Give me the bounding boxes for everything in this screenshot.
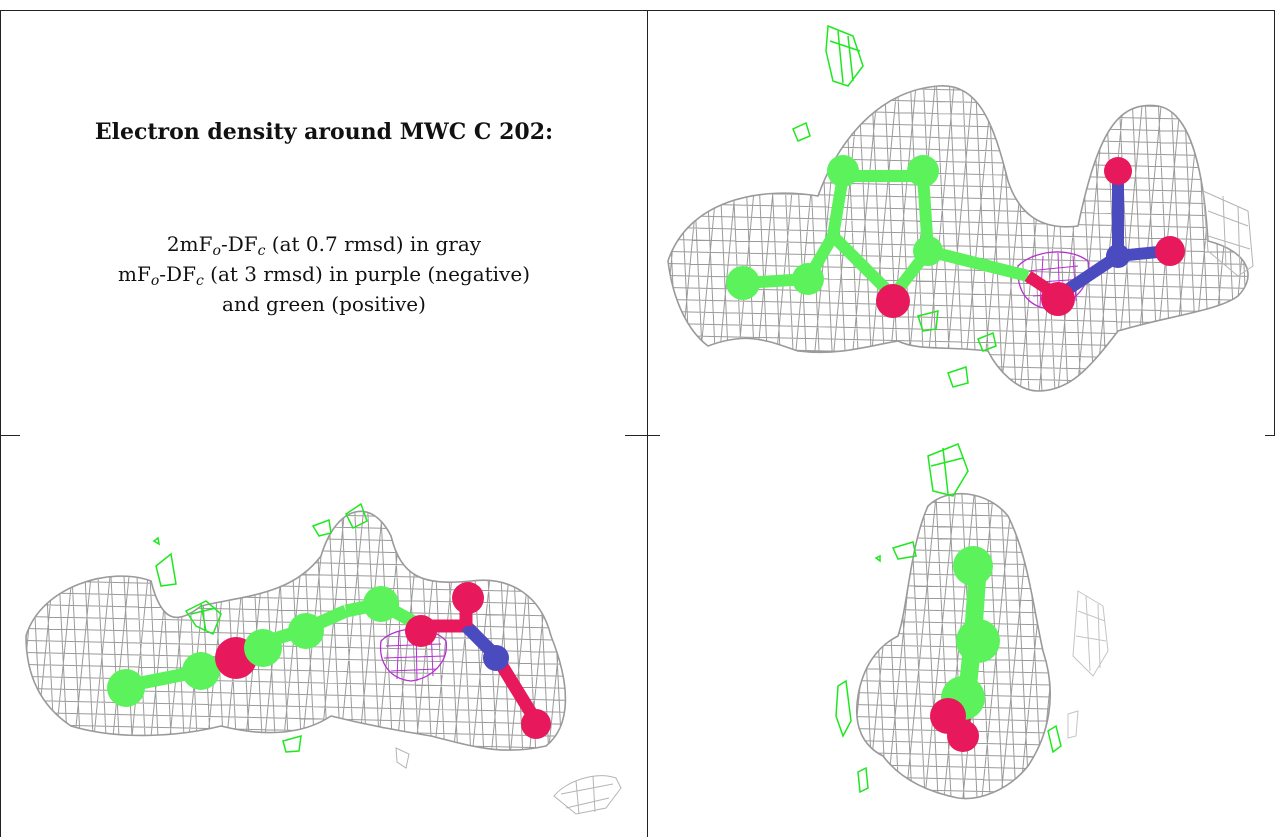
atom-oxygen	[521, 709, 551, 739]
atom-carbon	[956, 619, 1000, 663]
caption-legend: 2mFo-DFc (at 0.7 rmsd) in gray mFo-DFc (…	[1, 229, 647, 319]
table-row-rule-mid-a	[625, 435, 647, 436]
atom-carbon	[953, 546, 993, 586]
gray-mesh	[25, 510, 567, 751]
density-panel-bottom-right	[648, 436, 1274, 837]
density-panel-bottom-left	[1, 436, 647, 837]
legend-line1-sub-c: c	[257, 243, 266, 259]
atom-oxygen	[1155, 236, 1185, 266]
legend-line1-sub-o: o	[212, 243, 221, 259]
legend-line1-c: -DF	[220, 232, 258, 256]
table-border-middle	[647, 10, 648, 837]
legend-line-mfo: mFo-DFc (at 3 rmsd) in purple (negative)	[1, 259, 647, 289]
legend-line2-sub-c: c	[195, 273, 204, 289]
gray-fragment-right	[1202, 190, 1254, 277]
legend-line2-e: (at 3 rmsd) in purple (negative)	[203, 262, 530, 286]
atom-oxygen	[876, 284, 910, 318]
table-row-rule-right	[1265, 435, 1275, 436]
green-mesh-blobs	[152, 502, 368, 753]
density-panel-top-right	[648, 11, 1274, 435]
atom-carbon	[363, 586, 399, 622]
density-render-bottom-left	[25, 502, 622, 815]
gray-fragment-right	[1067, 590, 1109, 739]
gray-mesh	[667, 85, 1249, 392]
atom-oxygen	[947, 720, 979, 752]
molecule	[930, 546, 1000, 752]
atom-carbon	[907, 155, 939, 187]
legend-line-green: and green (positive)	[222, 292, 426, 316]
legend-line1-e: (at 0.7 rmsd) in gray	[265, 232, 482, 256]
caption-cell: Electron density around MWC C 202: 2mFo-…	[1, 11, 647, 435]
table-row-rule-left	[0, 435, 20, 436]
molecule	[107, 582, 551, 739]
atom-oxygen	[1041, 282, 1075, 316]
atom-carbon	[107, 669, 145, 707]
atom-carbon	[244, 629, 282, 667]
atom-oxygen	[1104, 157, 1132, 185]
green-mesh-blobs	[835, 443, 1062, 794]
atom-nitrogen	[483, 645, 509, 671]
atom-carbon	[288, 613, 324, 649]
atom-oxygen	[405, 615, 437, 647]
density-render-top-right	[667, 24, 1254, 392]
green-mesh-blobs	[792, 24, 997, 388]
table-border-left	[0, 10, 1, 837]
legend-line2-a: mF	[118, 262, 151, 286]
atom-carbon	[913, 236, 943, 266]
molecule	[726, 155, 1185, 318]
density-render-bottom-right	[835, 443, 1109, 800]
legend-line2-sub-o: o	[150, 273, 160, 289]
table-border-top	[0, 10, 1275, 11]
caption-title: Electron density around MWC C 202:	[94, 119, 554, 145]
legend-line1-a: 2mF	[166, 232, 213, 256]
gray-mesh-outline	[667, 85, 1249, 392]
atom-carbon	[726, 266, 760, 300]
atom-oxygen	[452, 582, 484, 614]
atom-carbon	[182, 652, 220, 690]
legend-line2-c: -DF	[159, 262, 196, 286]
gray-mesh-outline	[856, 492, 1052, 800]
table-row-rule-mid-b	[648, 435, 660, 436]
gray-fragment-bottom	[395, 747, 622, 815]
legend-line-2mfo: 2mFo-DFc (at 0.7 rmsd) in gray	[1, 229, 647, 259]
atom-nitrogen	[1106, 244, 1130, 268]
atom-carbon	[792, 263, 824, 295]
atom-carbon	[827, 155, 859, 187]
